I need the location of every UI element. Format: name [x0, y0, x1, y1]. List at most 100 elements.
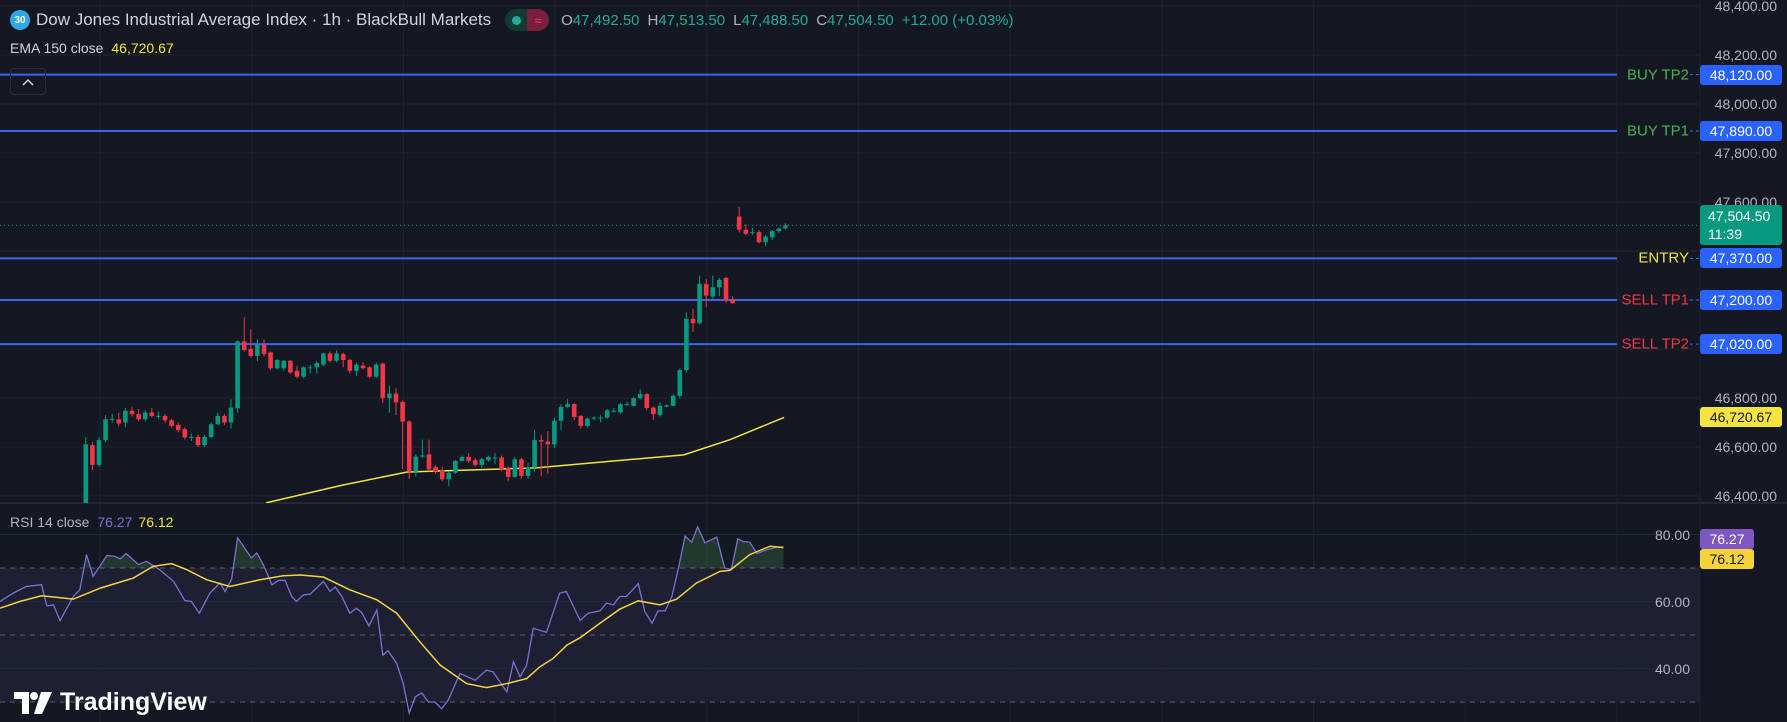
rsi-legend[interactable]: RSI 14 close 76.27 76.12	[10, 514, 173, 530]
candle-body	[123, 410, 128, 423]
candle	[208, 422, 214, 439]
status-pill[interactable]: ≈	[505, 9, 550, 31]
candle-body	[334, 353, 339, 361]
candle	[776, 227, 782, 233]
current-price-value: 47,504.50	[1708, 208, 1771, 225]
candle	[532, 429, 537, 472]
candle	[288, 360, 293, 374]
candle-body	[96, 440, 102, 465]
candle	[657, 402, 663, 417]
candle	[169, 418, 174, 428]
candle-body	[492, 457, 498, 459]
candle	[710, 275, 716, 299]
candle-body	[433, 466, 438, 472]
candle-body	[644, 394, 650, 409]
ema-legend[interactable]: EMA 150 close 46,720.67	[10, 40, 174, 56]
candle	[255, 339, 260, 362]
delayed-data-icon: ≈	[527, 9, 550, 31]
candle	[301, 366, 306, 379]
candle	[400, 400, 405, 470]
candle-body	[512, 459, 518, 477]
candle-body	[710, 287, 716, 297]
level-price-tag[interactable]: 47,020.00	[1700, 334, 1782, 355]
candle	[651, 406, 656, 421]
candle-body	[149, 412, 155, 416]
candle-body	[598, 417, 603, 419]
candle	[235, 340, 240, 413]
candle-body	[756, 232, 762, 243]
ema-legend-label: EMA 150 close	[10, 40, 104, 56]
candle-body	[446, 472, 452, 480]
candle	[717, 277, 722, 297]
level-label[interactable]: BUY TP2	[1627, 66, 1689, 84]
candle	[136, 409, 141, 422]
candle-body	[486, 457, 491, 461]
candle	[552, 417, 557, 449]
tradingview-wordmark: TradingView	[60, 688, 207, 716]
candle	[109, 413, 115, 423]
candle-body	[532, 440, 537, 468]
candle	[479, 458, 485, 468]
candle-body	[195, 436, 201, 446]
candle-body	[717, 279, 722, 288]
candle-body	[571, 404, 577, 417]
candle-body	[268, 352, 273, 369]
candle-body	[578, 415, 584, 426]
candle-body	[307, 367, 313, 369]
candle	[730, 296, 735, 304]
candle	[697, 275, 702, 325]
candle-body	[321, 353, 326, 365]
collapse-legend-button[interactable]	[10, 68, 46, 95]
close-value: 47,504.50	[827, 11, 894, 29]
candle-body	[552, 420, 557, 445]
candle	[703, 279, 709, 308]
open-value: 47,492.50	[572, 11, 640, 29]
level-label[interactable]: BUY TP1	[1627, 122, 1689, 140]
candle	[585, 417, 590, 428]
candle	[736, 206, 742, 233]
price-axis-label: 48,000.00	[1714, 96, 1777, 112]
candle-body	[525, 467, 531, 476]
level-label[interactable]: ENTRY	[1638, 249, 1689, 267]
candle	[538, 434, 544, 477]
candle	[558, 404, 564, 430]
change-value: +12.00 (+0.03%)	[901, 11, 1014, 29]
candle	[195, 434, 201, 447]
candle	[116, 412, 122, 427]
candle	[769, 230, 775, 240]
candle-body	[215, 415, 221, 425]
symbol-header: 30 Dow Jones Industrial Average Index · …	[10, 7, 1014, 33]
level-label[interactable]: SELL TP1	[1621, 291, 1689, 309]
candle	[604, 409, 610, 419]
low-label: L	[733, 11, 742, 29]
candle	[783, 223, 788, 230]
candle-body	[367, 367, 372, 377]
candle	[624, 401, 630, 406]
level-price-tag[interactable]: 47,890.00	[1700, 120, 1782, 141]
level-label[interactable]: SELL TP2	[1621, 335, 1689, 353]
symbol-title[interactable]: Dow Jones Industrial Average Index · 1h …	[36, 10, 492, 29]
rsi-value-tag: 76.27	[1700, 528, 1754, 549]
candle-body	[274, 360, 280, 369]
candle	[743, 224, 749, 236]
candle-body	[631, 398, 636, 406]
tradingview-logo[interactable]: TradingView	[14, 688, 207, 717]
candle	[393, 388, 399, 416]
candle-body	[677, 370, 683, 396]
candle-body	[769, 231, 775, 238]
level-price-tag[interactable]: 48,120.00	[1700, 64, 1782, 85]
level-price-tag[interactable]: 47,200.00	[1700, 290, 1782, 310]
candle-body	[459, 457, 465, 461]
candle-body	[730, 300, 735, 304]
symbol-logo-badge: 30	[10, 10, 30, 30]
candle-body	[657, 405, 663, 415]
candle	[307, 364, 313, 374]
candle	[611, 407, 617, 413]
candle-body	[558, 406, 564, 421]
candle-body	[439, 470, 445, 480]
level-price-tag[interactable]: 47,370.00	[1700, 248, 1782, 269]
candle-body	[136, 414, 141, 420]
candle-body	[314, 362, 320, 368]
candle	[123, 407, 128, 428]
